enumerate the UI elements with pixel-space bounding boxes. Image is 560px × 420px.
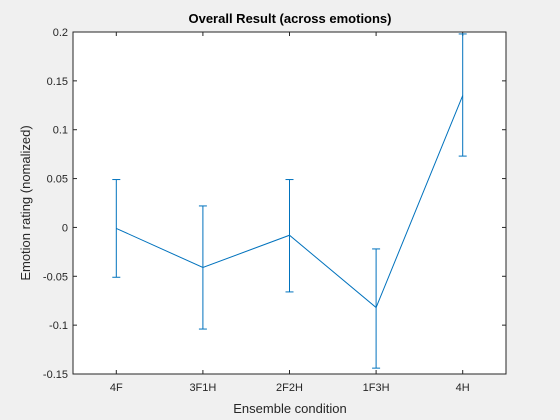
y-tick-label: -0.05: [43, 271, 68, 283]
y-tick-label: 0.05: [47, 174, 68, 186]
x-axis: 4F 3F1H 2F2H 1F3H 4H: [110, 32, 470, 394]
y-tick-label: 0.15: [47, 76, 68, 88]
data-series: [112, 33, 467, 369]
chart-title: Overall Result (across emotions): [188, 11, 391, 26]
y-tick-label: -0.1: [49, 320, 68, 332]
x-tick-label: 4F: [110, 382, 123, 394]
x-tick-label: 1F3H: [363, 382, 390, 394]
x-tick-label: 2F2H: [276, 382, 303, 394]
y-tick-label: 0.2: [53, 27, 68, 39]
y-tick-label: -0.15: [43, 369, 68, 381]
y-axis-label: Emotion rating (nomalized): [18, 125, 33, 280]
x-tick-label: 3F1H: [189, 382, 216, 394]
y-axis: -0.15 -0.1 -0.05 0 0.05 0.1 0.15 0.2: [43, 27, 506, 381]
y-tick-label: 0: [62, 222, 68, 234]
x-tick-label: 4H: [456, 382, 470, 394]
y-tick-label: 0.1: [53, 125, 68, 137]
x-axis-label: Ensemble condition: [233, 401, 346, 416]
series-line: [116, 95, 464, 309]
